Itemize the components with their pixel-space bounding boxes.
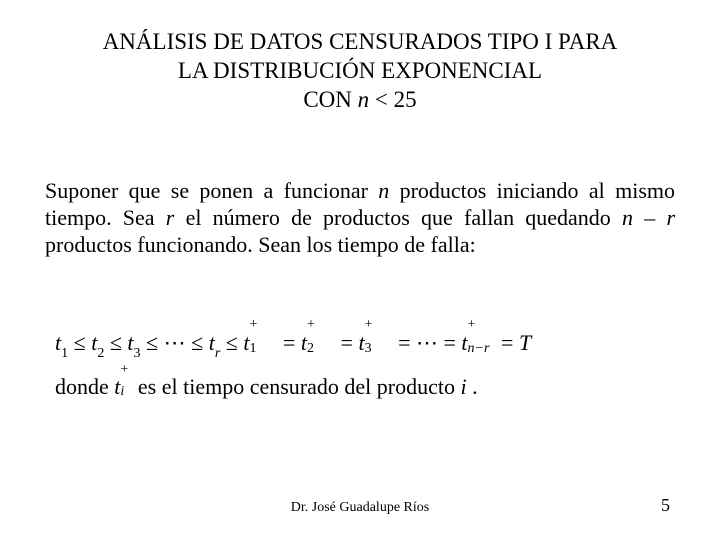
eq-ss1: +1 (249, 328, 277, 350)
eq-eq3: = (393, 330, 416, 355)
eq-sub3: 3 (134, 346, 141, 361)
donde-b: es el tiempo censurado del producto (132, 374, 460, 399)
eq-le1: ≤ (68, 330, 91, 355)
title-line-3: CON n < 25 (80, 86, 640, 115)
eq-eq4: = (443, 330, 461, 355)
eq-s3b: 3 (365, 341, 372, 357)
donde-subi: i (120, 384, 124, 400)
footer-author: Dr. José Guadalupe Ríos (0, 500, 720, 516)
eq-ssnr: +n−r (468, 328, 496, 350)
eq-sub1: 1 (61, 346, 68, 361)
title-n: n (358, 87, 370, 112)
eq-eq1: = (277, 330, 300, 355)
body-a: Suponer que se ponen a funcionar (45, 178, 378, 203)
eq-le4: ≤ (191, 330, 209, 355)
donde-line: donde t+i es el tiempo censurado del pro… (55, 372, 675, 400)
title-line-2: LA DISTRIBUCIÓN EXPONENCIAL (80, 57, 640, 86)
slide: ANÁLISIS DE DATOS CENSURADOS TIPO I PARA… (0, 0, 720, 540)
body-n: n (378, 178, 389, 203)
title-line-1: ANÁLISIS DE DATOS CENSURADOS TIPO I PARA (80, 28, 640, 57)
eq-t3: t (127, 330, 133, 355)
eq-snr: n−r (468, 341, 490, 357)
eq-p2: + (307, 317, 315, 333)
body-paragraph: Suponer que se ponen a funcionar n produ… (45, 178, 675, 258)
body-nr: n – r (622, 205, 675, 230)
eq-le5: ≤ (220, 330, 243, 355)
eq-ss2: +2 (307, 328, 335, 350)
title-line-3b: < 25 (369, 87, 416, 112)
eq-s1b: 1 (249, 341, 256, 357)
eq-ell1: ⋯ (164, 330, 192, 355)
eq-p3: + (365, 317, 373, 333)
donde-c: . (467, 374, 478, 399)
eq-T: T (519, 330, 531, 355)
slide-title: ANÁLISIS DE DATOS CENSURADOS TIPO I PARA… (80, 28, 640, 114)
eq-s2b: 2 (307, 341, 314, 357)
eq-pnr: + (468, 317, 476, 333)
title-line-3a: CON (303, 87, 357, 112)
eq-sub2: 2 (97, 346, 104, 361)
eq-ss3: +3 (365, 328, 393, 350)
eq-le3: ≤ (141, 330, 164, 355)
eq-le2: ≤ (104, 330, 127, 355)
eq-eq2: = (335, 330, 358, 355)
eq-p1: + (249, 317, 257, 333)
donde-ss: +i (120, 372, 132, 394)
footer-page-number: 5 (661, 495, 670, 516)
eq-ell2: ⋯ (416, 330, 444, 355)
donde-a: donde (55, 374, 114, 399)
donde-plus: + (120, 362, 128, 378)
eq-eq5: = (496, 330, 519, 355)
equation-line: t1 ≤ t2 ≤ t3 ≤ ⋯ ≤ tr ≤ t+1 = t+2 = t+3 … (55, 328, 675, 360)
body-d: productos funcionando. Sean los tiempo d… (45, 232, 476, 257)
eq-tr: t (209, 330, 215, 355)
eq-subr: r (215, 346, 220, 361)
body-c: el número de productos que fallan quedan… (174, 205, 622, 230)
